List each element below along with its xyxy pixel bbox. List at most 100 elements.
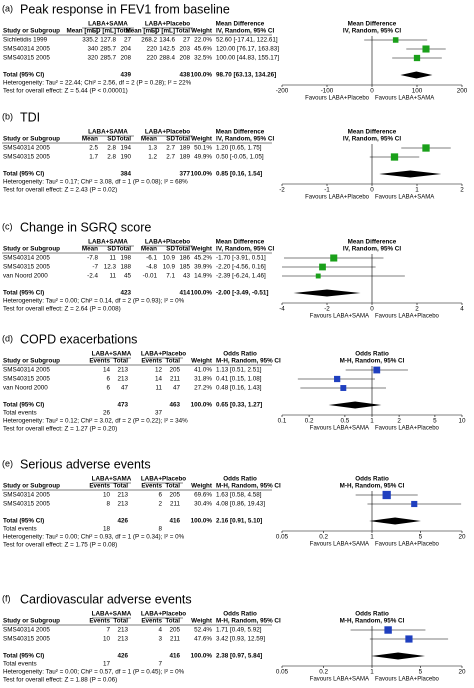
column-header: M-H, Random, 95% CI bbox=[340, 483, 405, 490]
table-cell: 4 bbox=[158, 627, 162, 634]
table-cell: 43 bbox=[183, 273, 191, 280]
group-header: LABA+SAMA bbox=[88, 21, 128, 28]
total-cell: 2.38 [0.97, 5.84] bbox=[216, 653, 262, 660]
panel-label: (a) bbox=[2, 3, 13, 13]
study-estimate bbox=[392, 37, 399, 43]
column-header: Mean [mL] bbox=[126, 28, 158, 35]
column-header: Events bbox=[89, 358, 110, 365]
tick-label: 2 bbox=[397, 418, 401, 425]
favours-right: Favours LABA+Placebo bbox=[375, 426, 440, 432]
table-cell: 213 bbox=[117, 636, 128, 643]
favours-right: Favours LABA+Placebo bbox=[375, 677, 440, 683]
table-cell: SMS40314 2005 bbox=[3, 145, 50, 152]
table-cell: 213 bbox=[117, 492, 128, 499]
group-header: LABA+Placebo bbox=[141, 351, 186, 358]
panel-title: TDI bbox=[20, 110, 40, 124]
group-header: LABA+Placebo bbox=[141, 611, 186, 618]
tick-label: -1 bbox=[324, 187, 330, 194]
group-header: LABA+SAMA bbox=[92, 476, 132, 483]
panel-title: COPD exacerbations bbox=[20, 332, 137, 346]
total-cell: 0.65 [0.33, 1.27] bbox=[216, 402, 262, 409]
table-cell: 2.8 bbox=[107, 145, 116, 152]
total-cell: 426 bbox=[117, 518, 128, 525]
table-cell: -1.70 [-3.91, 0.51] bbox=[216, 255, 266, 262]
total-cell: Total (95% CI) bbox=[3, 72, 44, 79]
events-cell: 18 bbox=[103, 526, 111, 533]
column-header: Events bbox=[89, 483, 110, 490]
table-cell: -6.1 bbox=[146, 255, 157, 262]
table-cell: 288.4 bbox=[159, 55, 175, 62]
group-header: Mean Difference bbox=[216, 21, 265, 28]
column-header: Weight bbox=[191, 136, 213, 143]
table-cell: -4.8 bbox=[146, 264, 157, 271]
tick-label: 5 bbox=[419, 669, 423, 676]
table-cell: 189 bbox=[179, 145, 190, 152]
heterogeneity: Heterogeneity: Tau² = 0.00; Chi² = 0.57,… bbox=[3, 669, 185, 676]
group-header: LABA+Placebo bbox=[141, 476, 186, 483]
total-cell: Total (95% CI) bbox=[3, 402, 44, 409]
table-cell: 1.71 [0.49, 5.92] bbox=[216, 627, 262, 634]
overall-effect: Test for overall effect: Z = 2.43 (P = 0… bbox=[3, 187, 117, 194]
column-header: SD bbox=[107, 136, 116, 143]
table-cell: 2.7 bbox=[166, 154, 175, 161]
table-cell: SMS40314 2005 bbox=[3, 627, 50, 634]
total-cell: 439 bbox=[120, 72, 131, 79]
column-header: Mean bbox=[141, 136, 157, 143]
panel-label: (e) bbox=[2, 458, 13, 468]
pooled-diamond bbox=[369, 517, 421, 525]
table-cell: 142.5 bbox=[159, 46, 175, 53]
tick-label: 1 bbox=[370, 418, 374, 425]
study-estimate bbox=[330, 254, 338, 262]
total-cell: 377 bbox=[179, 171, 190, 178]
tick-label: 1 bbox=[370, 669, 374, 676]
table-cell: 213 bbox=[117, 376, 128, 383]
table-cell: 47 bbox=[121, 385, 129, 392]
study-estimate bbox=[384, 626, 392, 634]
tick-label: 0.5 bbox=[341, 418, 350, 425]
column-header: SD [mL] bbox=[92, 28, 116, 35]
column-header: IV, Random, 95% CI bbox=[343, 246, 401, 253]
heterogeneity: Heterogeneity: Tau² = 22.44; Chi² = 2.56… bbox=[3, 80, 192, 87]
events-cell: 8 bbox=[158, 526, 162, 533]
total-cell: 100.0% bbox=[191, 171, 213, 178]
panel-title: Serious adverse events bbox=[20, 457, 151, 471]
table-cell: 47.6% bbox=[194, 636, 212, 643]
table-cell: 27 bbox=[124, 37, 132, 44]
table-cell: 120.00 [76.17, 163.83] bbox=[216, 46, 279, 53]
group-header: Mean Difference bbox=[216, 239, 265, 246]
tick-label: 0.2 bbox=[319, 534, 328, 541]
table-cell: van Noord 2000 bbox=[3, 385, 48, 392]
table-cell: 1.63 [0.58, 4.58] bbox=[216, 492, 262, 499]
events-cell: Total events bbox=[3, 526, 37, 533]
column-header: Total bbox=[116, 246, 131, 253]
table-cell: 2.8 bbox=[107, 154, 116, 161]
table-cell: 14 bbox=[155, 376, 163, 383]
table-cell: 6 bbox=[106, 385, 110, 392]
table-cell: 203 bbox=[179, 46, 190, 53]
column-header: Mean [mL] bbox=[67, 28, 99, 35]
table-cell: 1.7 bbox=[89, 154, 98, 161]
favours-left: Favours LABA+SAMA bbox=[310, 426, 369, 432]
group-header: Odds Ratio bbox=[223, 611, 257, 618]
column-header: M-H, Random, 95% CI bbox=[216, 358, 281, 365]
column-header: Total bbox=[113, 358, 128, 365]
tick-label: 2 bbox=[460, 187, 464, 194]
table-cell: 14 bbox=[103, 367, 111, 374]
study-estimate bbox=[422, 45, 430, 53]
total-cell: 0.85 [0.16, 1.54] bbox=[216, 171, 262, 178]
table-cell: 6 bbox=[106, 376, 110, 383]
table-cell: 198 bbox=[120, 255, 131, 262]
table-cell: 268.2 bbox=[141, 37, 157, 44]
heterogeneity: Heterogeneity: Tau² = 0.12; Chi² = 3.02,… bbox=[3, 418, 188, 425]
pooled-diamond bbox=[379, 170, 442, 178]
column-header: Events bbox=[89, 618, 110, 625]
study-estimate bbox=[382, 490, 391, 500]
column-header: Events bbox=[141, 618, 162, 625]
table-cell: 12.3 bbox=[104, 264, 117, 271]
column-header: Weight bbox=[191, 618, 213, 625]
table-cell: 220 bbox=[146, 55, 157, 62]
column-header: IV, Random, 95% CI bbox=[216, 136, 274, 143]
total-cell: 100.0% bbox=[191, 72, 213, 79]
tick-label: -100 bbox=[321, 88, 334, 95]
